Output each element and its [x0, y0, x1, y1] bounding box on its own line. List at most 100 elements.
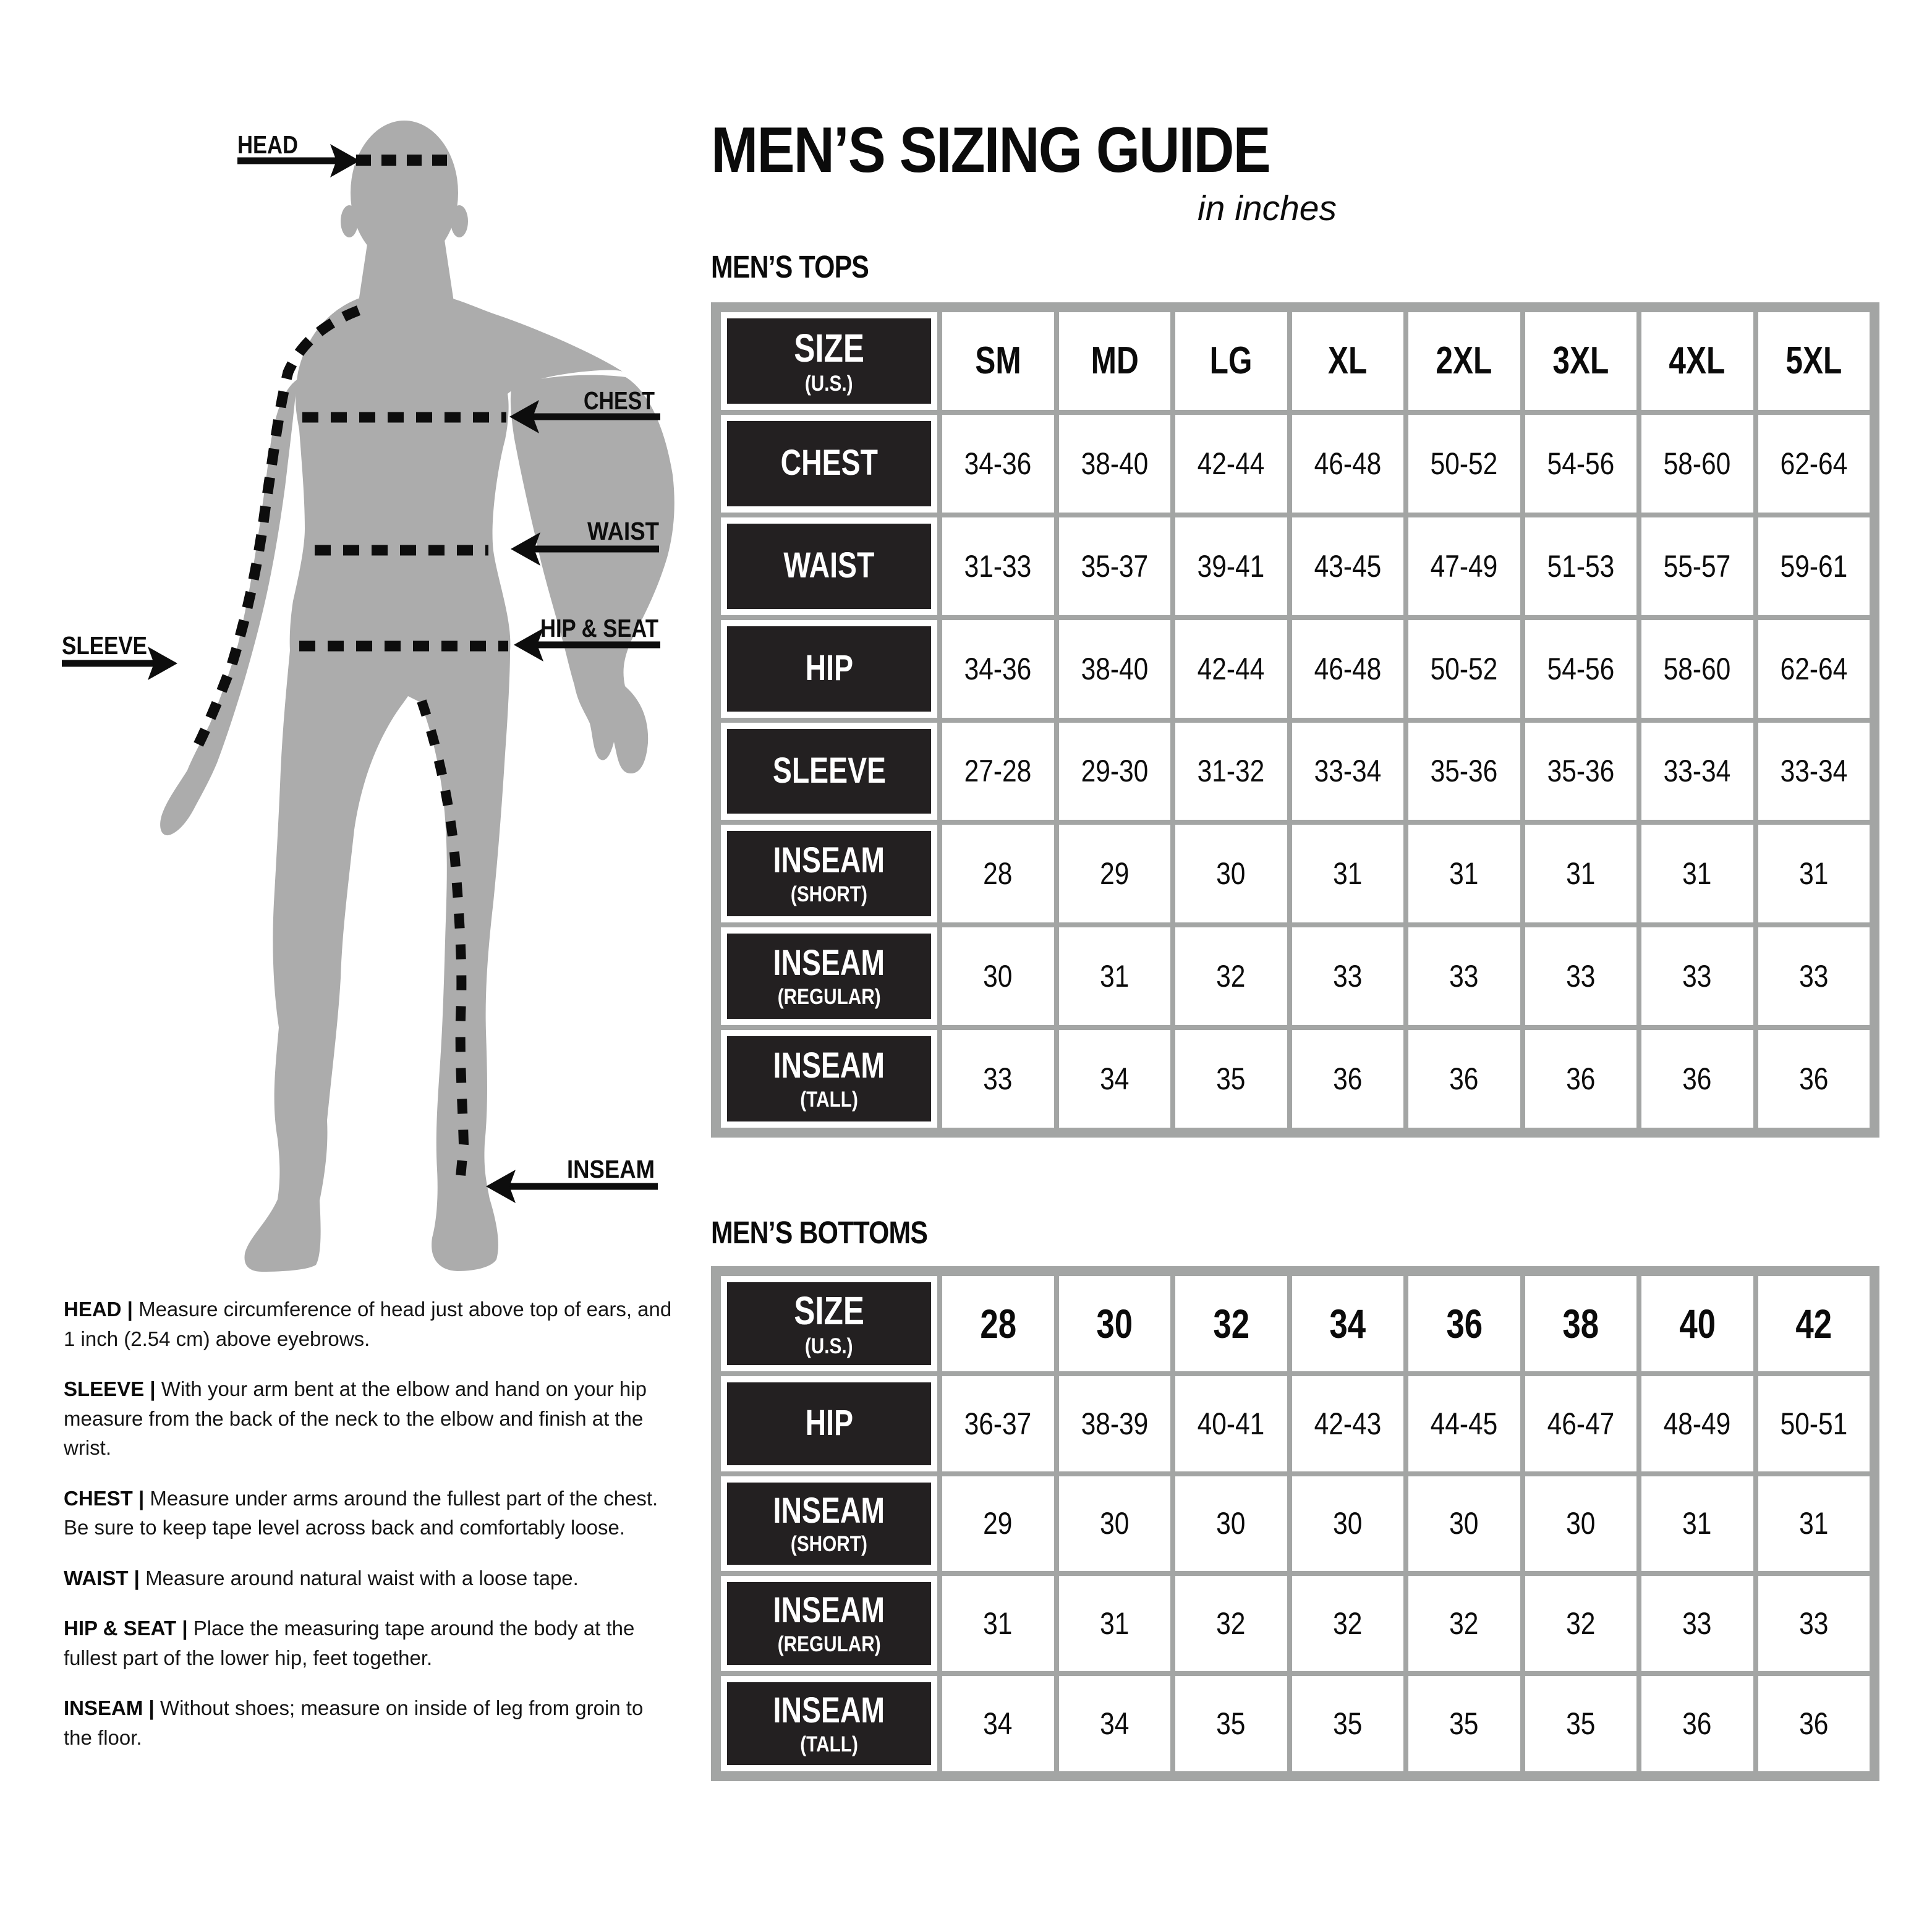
row-label-cell: INSEAM (TALL) — [721, 1676, 937, 1771]
size-value-text: 31 — [1449, 856, 1479, 892]
instruction-item: CHEST | Measure under arms around the fu… — [64, 1484, 674, 1543]
body-measurement-diagram: HEAD CHEST WAIST HIP & SEAT SLEEVE INSEA… — [62, 121, 674, 1272]
size-column-header: 36 — [1408, 1276, 1520, 1371]
size-value-text: 33-34 — [1780, 754, 1848, 789]
size-value-cell: 29-30 — [1058, 722, 1170, 820]
instruction-item: SLEEVE | With your arm bent at the elbow… — [64, 1374, 674, 1463]
instruction-item: INSEAM | Without shoes; measure on insid… — [64, 1693, 674, 1752]
size-value-cell: 33 — [942, 1030, 1054, 1128]
size-value-text: 30 — [1333, 1506, 1363, 1541]
head-silhouette — [351, 121, 458, 265]
size-corner-block: SIZE (U.S.) — [727, 1282, 931, 1365]
row-label: INSEAM — [759, 944, 899, 982]
row-label-text: INSEAM — [773, 840, 885, 881]
size-value-cell: 42-43 — [1292, 1376, 1403, 1471]
size-value-text: 31 — [1682, 1506, 1712, 1541]
size-value-text: 46-47 — [1547, 1406, 1615, 1441]
size-value-cell: 31 — [942, 1576, 1054, 1672]
row-label-sub-text: (SHORT) — [791, 882, 867, 907]
size-column-header: LG — [1175, 312, 1287, 410]
row-label-text: HIP — [805, 1403, 853, 1444]
size-value-cell: 36 — [1292, 1030, 1403, 1128]
size-value-text: 35 — [1449, 1706, 1479, 1742]
size-column-header: 2XL — [1408, 312, 1520, 410]
size-value-cell: 32 — [1175, 927, 1287, 1026]
size-value-text: 31-32 — [1197, 754, 1265, 789]
chest-arrow-tip — [509, 400, 539, 433]
row-label-sub: (REGULAR) — [768, 1633, 890, 1655]
size-value-text: 35 — [1333, 1706, 1363, 1742]
row-label: INSEAM — [759, 1047, 899, 1085]
size-value-text: 50-51 — [1780, 1406, 1848, 1441]
size-value-text: 29 — [1100, 856, 1130, 892]
size-value-cell: 31 — [1058, 1576, 1170, 1672]
size-value-cell: 33 — [1408, 927, 1520, 1026]
size-value-cell: 36 — [1525, 1030, 1636, 1128]
size-corner-cell: SIZE (U.S.) — [721, 1276, 937, 1371]
hip-seat-callout: HIP & SEAT — [514, 614, 660, 662]
row-label: INSEAM — [759, 1692, 899, 1730]
size-value-text: 28 — [983, 856, 1013, 892]
size-column-header: 40 — [1641, 1276, 1753, 1371]
size-value-cell: 50-52 — [1408, 414, 1520, 513]
size-corner-title-text: SIZE — [794, 325, 864, 370]
waist-arrow-tip — [511, 532, 540, 566]
hip-seat-label: HIP & SEAT — [540, 614, 658, 642]
size-value-cell: 35-36 — [1408, 722, 1520, 820]
row-label-cell: INSEAM (TALL) — [721, 1030, 937, 1128]
size-value-cell: 33-34 — [1758, 722, 1870, 820]
row-label-sub-text: (REGULAR) — [777, 1632, 881, 1657]
size-value-text: 46-48 — [1314, 651, 1382, 686]
instruction-term: HEAD | — [64, 1298, 139, 1321]
instruction-text: Measure under arms around the fullest pa… — [64, 1486, 658, 1539]
size-corner-block: SIZE (U.S.) — [727, 318, 931, 404]
size-value-cell: 51-53 — [1525, 517, 1636, 615]
row-label: INSEAM — [759, 1492, 899, 1530]
size-value-text: 29 — [983, 1506, 1013, 1541]
size-value-text: 44-45 — [1430, 1406, 1498, 1441]
tops-size-table: SIZE (U.S.) SM MD LG XL 2XL 3XL 4XL 5XL CHEST 34-36… — [711, 302, 1879, 1138]
row-label-sub: (SHORT) — [784, 883, 874, 905]
instruction-item: HIP & SEAT | Place the measuring tape ar… — [64, 1614, 674, 1672]
size-value-text: 35-36 — [1547, 754, 1615, 789]
size-value-text: 36 — [1799, 1706, 1829, 1742]
inseam-arrow-tip — [486, 1170, 516, 1203]
size-value-cell: 39-41 — [1175, 517, 1287, 615]
row-label-cell: INSEAM (SHORT) — [721, 1476, 937, 1572]
size-value-cell: 38-40 — [1058, 619, 1170, 718]
size-value-cell: 27-28 — [942, 722, 1054, 820]
size-column-header: 3XL — [1525, 312, 1636, 410]
size-value-text: 36 — [1682, 1062, 1712, 1097]
size-value-text: 30 — [1566, 1506, 1596, 1541]
page-subtitle: in inches — [1198, 189, 1337, 229]
size-value-text: 30 — [1216, 856, 1246, 892]
size-column-header: 34 — [1292, 1276, 1403, 1371]
size-value-text: 36 — [1333, 1062, 1363, 1097]
size-value-text: 34 — [983, 1706, 1013, 1742]
size-value-text: 34 — [1100, 1062, 1130, 1097]
row-label: HIP — [799, 1403, 859, 1444]
size-value-text: 62-64 — [1780, 651, 1848, 686]
size-value-text: 35-37 — [1081, 548, 1149, 584]
bottoms-section-label: MEN’S BOTTOMS — [711, 1215, 928, 1250]
size-value-text: 46-48 — [1314, 446, 1382, 481]
size-value-text: 34 — [1100, 1706, 1130, 1742]
size-value-text: 31-33 — [964, 548, 1032, 584]
row-label-sub: (SHORT) — [784, 1533, 874, 1555]
size-value-text: 50-52 — [1430, 651, 1498, 686]
size-value-cell: 34-36 — [942, 619, 1054, 718]
size-value-cell: 35 — [1408, 1676, 1520, 1771]
size-value-cell: 62-64 — [1758, 414, 1870, 513]
tops-section-label: MEN’S TOPS — [711, 249, 869, 284]
size-value-text: 32 — [1566, 1606, 1596, 1641]
instruction-text: Measure around natural waist with a loos… — [145, 1566, 579, 1589]
size-value-text: 59-61 — [1780, 548, 1848, 584]
size-value-cell: 31 — [1408, 825, 1520, 923]
size-value-cell: 33 — [1758, 927, 1870, 1026]
waist-callout: WAIST — [511, 517, 659, 566]
size-value-text: 33 — [1566, 959, 1596, 994]
size-corner-title-text: SIZE — [794, 1288, 864, 1333]
size-column-header-text: 34 — [1329, 1300, 1366, 1347]
row-label-block: INSEAM (SHORT) — [727, 1482, 931, 1565]
size-value-cell: 38-40 — [1058, 414, 1170, 513]
